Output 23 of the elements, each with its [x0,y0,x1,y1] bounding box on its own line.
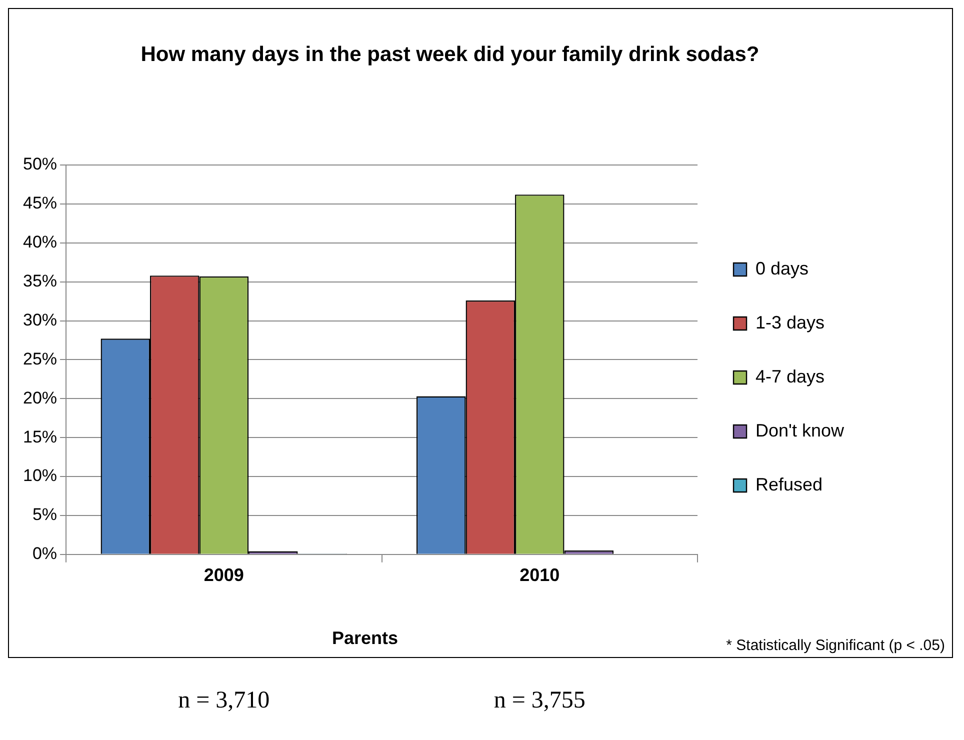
legend-label: 1-3 days [756,312,825,332]
y-tick-label: 5% [32,505,58,524]
x-tick-label: 2010 [520,565,560,586]
y-tick-label: 30% [22,310,58,330]
chart-title: How many days in the past week did your family drink sodas? [140,42,760,66]
text: n = 3,710 [178,687,270,714]
x-tick-label: 2009 [204,565,244,586]
legend-label: 0 days [756,258,809,278]
x-axis-title: Parents [332,628,398,648]
y-tick-label: 20% [22,388,58,408]
y-tick-label: 25% [22,349,58,368]
y-tick-label: 50% [22,154,58,174]
y-tick-label: 10% [22,466,58,486]
text: * Statistically Significant (p < .05) [726,637,945,654]
text: n = 3,755 [494,687,586,714]
legend-label: Don't know [756,420,845,440]
legend-label: 4-7 days [756,366,825,386]
y-tick-label: 35% [22,272,58,291]
y-tick-label: 15% [22,427,58,446]
y-tick-label: 0% [32,544,58,564]
y-tick-label: 40% [22,232,58,252]
y-tick-label: 45% [22,194,58,213]
legend-label: Refused [756,474,823,494]
